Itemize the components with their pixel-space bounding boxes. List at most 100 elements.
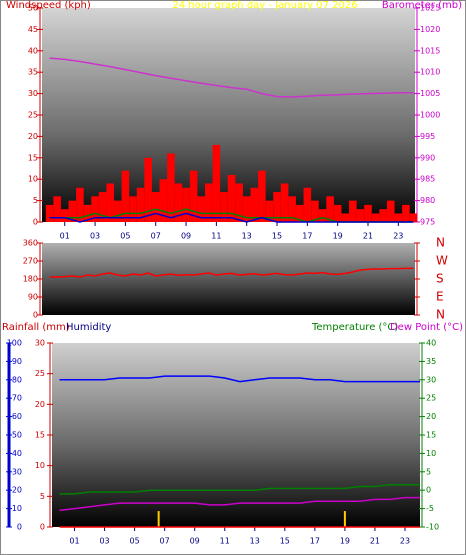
bar <box>343 511 346 527</box>
bar <box>159 179 168 222</box>
tick-label: 1015 <box>420 46 440 55</box>
bar <box>288 196 296 222</box>
x-tick-label: 19 <box>333 232 343 241</box>
x-tick-label: 09 <box>181 232 191 241</box>
tick-label: 1025 <box>420 4 440 13</box>
tick-label: 25 <box>28 111 38 120</box>
bar <box>409 213 418 222</box>
tick-label: 980 <box>420 196 435 205</box>
tick-label: 40 <box>426 339 436 348</box>
series-line <box>49 212 414 223</box>
tick-label: 10 <box>12 504 22 513</box>
tick-label: 30 <box>426 375 436 384</box>
tick-label: 25 <box>35 369 45 378</box>
tick-label: 20 <box>28 132 38 141</box>
bar <box>303 187 312 222</box>
tick-label: 15 <box>35 431 45 440</box>
bar <box>318 209 327 222</box>
tick-label: 5 <box>33 196 38 205</box>
bar <box>167 153 175 222</box>
bar <box>106 183 115 222</box>
bar <box>280 183 289 222</box>
x-tick-label: 21 <box>363 232 373 241</box>
tick-label: 15 <box>426 431 436 440</box>
bar <box>83 204 92 222</box>
bar <box>91 196 99 222</box>
tick-label: W <box>436 254 448 268</box>
tick-label: 90 <box>28 293 38 302</box>
tick-label: 20 <box>426 412 436 421</box>
x-tick-label: 23 <box>400 537 410 546</box>
tick-label: N <box>436 236 445 250</box>
tick-label: 0 <box>426 486 431 495</box>
bar <box>220 192 228 222</box>
x-tick-label: 17 <box>310 537 320 546</box>
bar <box>265 200 274 222</box>
bar <box>53 196 61 222</box>
series-line <box>59 483 420 495</box>
tick-label: 100 <box>7 339 22 348</box>
bar <box>242 196 251 222</box>
tick-label: 70 <box>12 394 22 403</box>
bar <box>45 204 54 222</box>
tick-label: 40 <box>28 46 38 55</box>
tick-label: 990 <box>420 153 435 162</box>
tick-label: S <box>436 272 444 286</box>
tick-label: 50 <box>28 4 38 13</box>
tick-label: 10 <box>35 461 45 470</box>
series-line <box>49 267 414 278</box>
bar <box>333 204 342 222</box>
tick-label: 0 <box>33 218 38 227</box>
x-tick-label: 05 <box>130 537 140 546</box>
x-tick-label: 23 <box>393 232 403 241</box>
bar <box>394 213 403 222</box>
bar <box>379 209 387 222</box>
bar <box>189 170 198 222</box>
x-tick-label: 21 <box>370 537 380 546</box>
tick-label: 0 <box>33 311 38 320</box>
tick-label: 1000 <box>420 111 440 120</box>
x-tick-label: 05 <box>120 232 130 241</box>
tick-label: E <box>436 290 444 304</box>
x-tick-label: 19 <box>340 537 350 546</box>
x-tick-label: 01 <box>69 537 79 546</box>
bar <box>235 183 243 222</box>
tick-label: 30 <box>35 339 45 348</box>
tick-label: 360 <box>23 239 38 248</box>
bar <box>386 200 395 222</box>
tick-label: 995 <box>420 132 435 141</box>
x-tick-label: 15 <box>280 537 290 546</box>
series-line <box>59 375 420 383</box>
bar <box>204 183 213 222</box>
x-tick-label: 07 <box>160 537 170 546</box>
tick-label: 1010 <box>420 68 440 77</box>
tick-label: 80 <box>12 375 22 384</box>
bar <box>371 213 380 222</box>
tick-label: 25 <box>426 394 436 403</box>
plot-bg <box>52 343 420 527</box>
bar <box>311 200 319 222</box>
bar <box>349 200 357 222</box>
bar <box>258 170 266 222</box>
bar <box>402 204 410 222</box>
tick-label: 30 <box>12 467 22 476</box>
tick-label: 180 <box>23 275 38 284</box>
bar <box>356 209 365 222</box>
tick-label: 45 <box>28 25 38 34</box>
axis-label: Humidity <box>66 322 111 333</box>
bar <box>60 209 69 222</box>
chart-title: 24 hour graph day - January 07 2026 <box>172 0 357 11</box>
tick-label: -10 <box>426 523 439 532</box>
bar <box>136 187 145 222</box>
plot-bg <box>42 243 415 315</box>
tick-label: 30 <box>28 89 38 98</box>
tick-label: 975 <box>420 218 435 227</box>
bar <box>157 511 160 527</box>
tick-label: 5 <box>426 467 431 476</box>
bar <box>76 187 84 222</box>
tick-label: 1005 <box>420 89 440 98</box>
bar <box>68 200 77 222</box>
tick-label: 10 <box>28 175 38 184</box>
tick-label: 35 <box>28 68 38 77</box>
tick-label: 0 <box>17 523 22 532</box>
